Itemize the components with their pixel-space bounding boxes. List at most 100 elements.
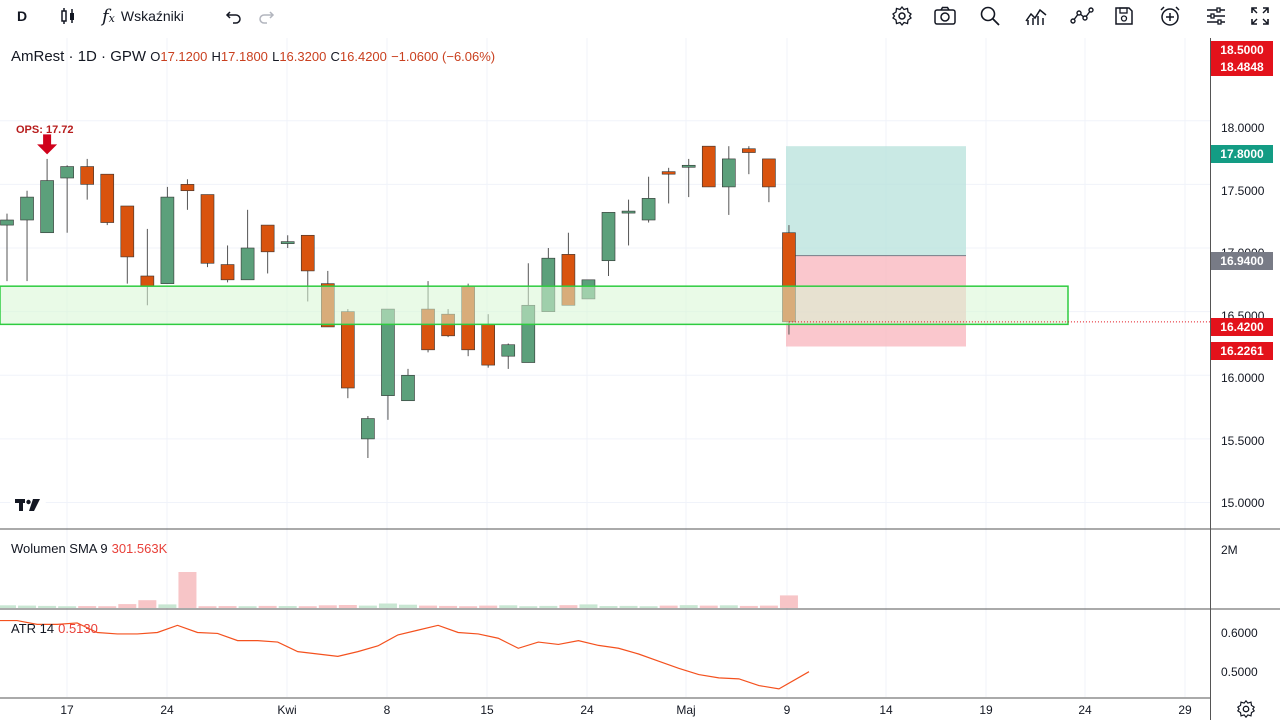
fullscreen-icon[interactable] bbox=[1247, 0, 1273, 32]
settings-icon[interactable] bbox=[889, 0, 915, 32]
indicators-label: Wskaźniki bbox=[120, 8, 184, 24]
volume-bar bbox=[378, 603, 397, 608]
price-tag-target: 17.8000 bbox=[1211, 145, 1273, 163]
volume-bar bbox=[258, 605, 277, 608]
top-toolbar: D fx Wskaźniki bbox=[0, 0, 1280, 32]
ops-annotation-label[interactable]: OPS: 17.72 bbox=[16, 124, 74, 136]
candle-body bbox=[481, 324, 496, 366]
ops-down-arrow-icon bbox=[37, 134, 58, 155]
price-axis-label: 18.0000 bbox=[1221, 121, 1265, 135]
time-axis-label: 24 bbox=[160, 703, 174, 717]
candle-body bbox=[160, 196, 175, 284]
price-axis-label: 16.0000 bbox=[1221, 371, 1265, 385]
candle-body bbox=[0, 219, 14, 226]
function-icon: fx bbox=[102, 5, 115, 27]
save-icon[interactable] bbox=[1111, 0, 1137, 32]
volume-bar bbox=[358, 605, 377, 608]
sliders-icon[interactable] bbox=[1203, 0, 1229, 32]
candles-icon[interactable] bbox=[56, 0, 80, 32]
tradingview-logo-icon bbox=[15, 499, 40, 511]
volume-bar bbox=[719, 605, 738, 608]
volume-bar bbox=[559, 605, 578, 608]
volume-bar bbox=[198, 606, 217, 608]
time-axis-label: Kwi bbox=[277, 703, 297, 717]
candle-body bbox=[80, 166, 94, 185]
open-label: O bbox=[150, 49, 161, 64]
volume-legend: Wolumen SMA 9 301.563K bbox=[11, 541, 167, 556]
high-value: 17.1800 bbox=[220, 49, 268, 64]
volume-bar bbox=[118, 604, 137, 608]
undo-icon[interactable] bbox=[222, 0, 246, 32]
volume-value: 301.563K bbox=[111, 541, 168, 556]
volume-bar bbox=[539, 605, 558, 608]
volume-bar bbox=[579, 604, 598, 608]
tradingview-logo[interactable] bbox=[10, 490, 46, 520]
volume-bar bbox=[78, 606, 97, 608]
atr-value: 0.5130 bbox=[58, 621, 98, 636]
time-axis-label: 19 bbox=[979, 703, 993, 717]
price-tag-range-high: 18.5000 bbox=[1211, 41, 1273, 59]
atr-line bbox=[0, 619, 810, 690]
time-axis-label: 24 bbox=[580, 703, 594, 717]
volume-bar bbox=[599, 606, 618, 608]
volume-bar bbox=[298, 606, 317, 608]
price-tag-stop: 16.2261 bbox=[1211, 342, 1273, 360]
volume-series bbox=[0, 572, 798, 608]
price-tag-entry: 16.9400 bbox=[1211, 252, 1273, 270]
redo-icon[interactable] bbox=[254, 0, 278, 32]
volume-bar bbox=[499, 605, 518, 608]
candle-body bbox=[641, 198, 656, 221]
candle-body bbox=[240, 247, 255, 281]
volume-bar bbox=[38, 605, 57, 608]
support-zone-rect bbox=[0, 285, 1069, 326]
camera-icon[interactable] bbox=[932, 0, 958, 32]
volume-bar bbox=[479, 605, 498, 608]
candle-body bbox=[220, 264, 235, 281]
volume-label[interactable]: Wolumen SMA 9 bbox=[11, 541, 108, 556]
symbol-name[interactable]: AmRest bbox=[11, 48, 65, 65]
time-axis-label: 8 bbox=[383, 703, 391, 717]
volume-bar bbox=[659, 605, 678, 608]
volume-axis-label: 2M bbox=[1221, 543, 1238, 557]
volume-bar bbox=[98, 606, 117, 608]
candles-series bbox=[0, 134, 1210, 458]
low-label: L bbox=[272, 49, 280, 64]
alert-clock-icon[interactable] bbox=[1157, 0, 1183, 32]
price-axis-label: 15.5000 bbox=[1221, 434, 1265, 448]
volume-bar bbox=[0, 605, 16, 608]
candle-body bbox=[40, 180, 54, 234]
volume-bar bbox=[419, 605, 438, 608]
candle-body bbox=[300, 234, 315, 272]
volume-bar bbox=[338, 605, 357, 608]
candle-body bbox=[361, 418, 375, 440]
atr-axis-label: 0.5000 bbox=[1221, 665, 1258, 679]
candle-body bbox=[721, 158, 736, 188]
symbol-interval: 1D bbox=[77, 48, 97, 65]
change-value: −1.0600 (−6.06%) bbox=[391, 49, 496, 64]
interval-button[interactable]: D bbox=[16, 8, 28, 24]
indicators-button[interactable]: fx Wskaźniki bbox=[102, 0, 208, 32]
volume-bar bbox=[318, 605, 337, 608]
low-value: 16.3200 bbox=[279, 49, 327, 64]
volume-bar bbox=[158, 604, 177, 608]
candle-body bbox=[701, 145, 716, 188]
price-tag-last: 16.4200 bbox=[1211, 318, 1273, 336]
search-icon[interactable] bbox=[977, 0, 1003, 32]
volume-bar bbox=[699, 605, 718, 608]
candle-body bbox=[681, 164, 696, 168]
atr-label[interactable]: ATR 14 bbox=[11, 621, 55, 636]
candle-body bbox=[60, 166, 74, 179]
atr-legend: ATR 14 0.5130 bbox=[11, 621, 98, 636]
compare-chart-icon[interactable] bbox=[1023, 0, 1049, 32]
candle-body bbox=[621, 210, 636, 214]
candle-body bbox=[200, 194, 215, 264]
axis-settings-gear-icon[interactable] bbox=[1236, 699, 1256, 719]
volume-bar bbox=[759, 605, 778, 608]
drawing-nodes-icon[interactable] bbox=[1069, 0, 1095, 32]
candle-body bbox=[120, 205, 135, 258]
volume-bar bbox=[639, 606, 658, 608]
close-value: 16.4200 bbox=[339, 49, 387, 64]
price-tag-last-high: 18.4848 bbox=[1211, 58, 1273, 76]
candle-body bbox=[401, 374, 415, 402]
